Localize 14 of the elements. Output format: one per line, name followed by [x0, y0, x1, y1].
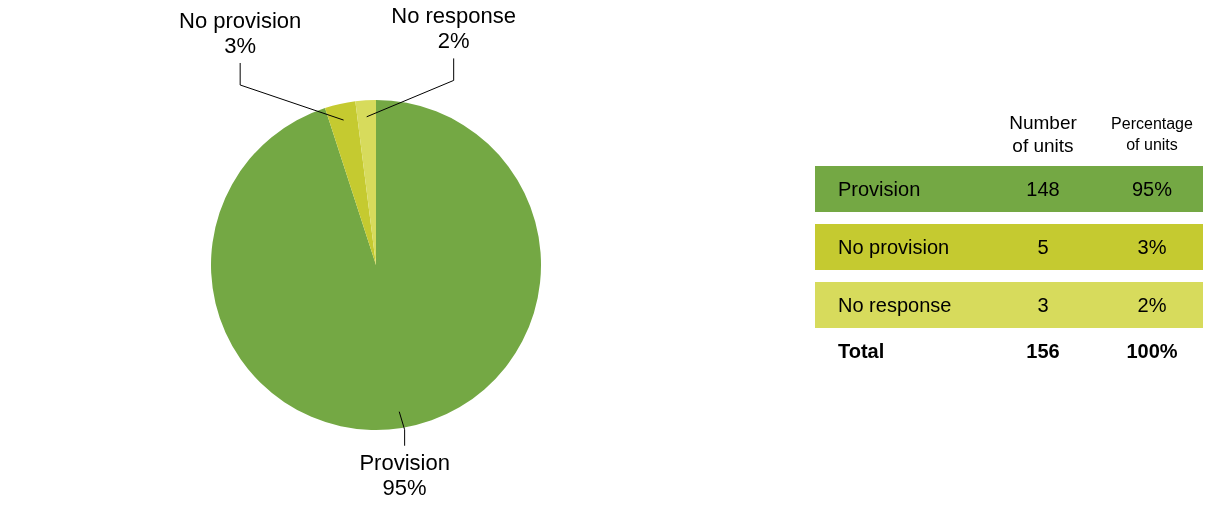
text: Percentage of units: [1110, 114, 1194, 155]
table-row: No provision 5 3%: [815, 224, 1203, 270]
table-row: Provision 148 95%: [815, 166, 1203, 212]
slice-label: No response: [391, 3, 517, 29]
slice-label: Provision: [359, 449, 450, 475]
data-label: 2%: [437, 28, 470, 54]
text: Number of units: [1008, 111, 1078, 157]
data-label: 95%: [382, 474, 427, 500]
text: Total: [837, 339, 886, 363]
table-row: No response 3 2%: [815, 282, 1203, 328]
text: 100%: [1126, 339, 1178, 362]
data-label: 3%: [224, 32, 257, 58]
text: 156: [1026, 339, 1060, 362]
slice-label: No provision: [179, 7, 302, 33]
